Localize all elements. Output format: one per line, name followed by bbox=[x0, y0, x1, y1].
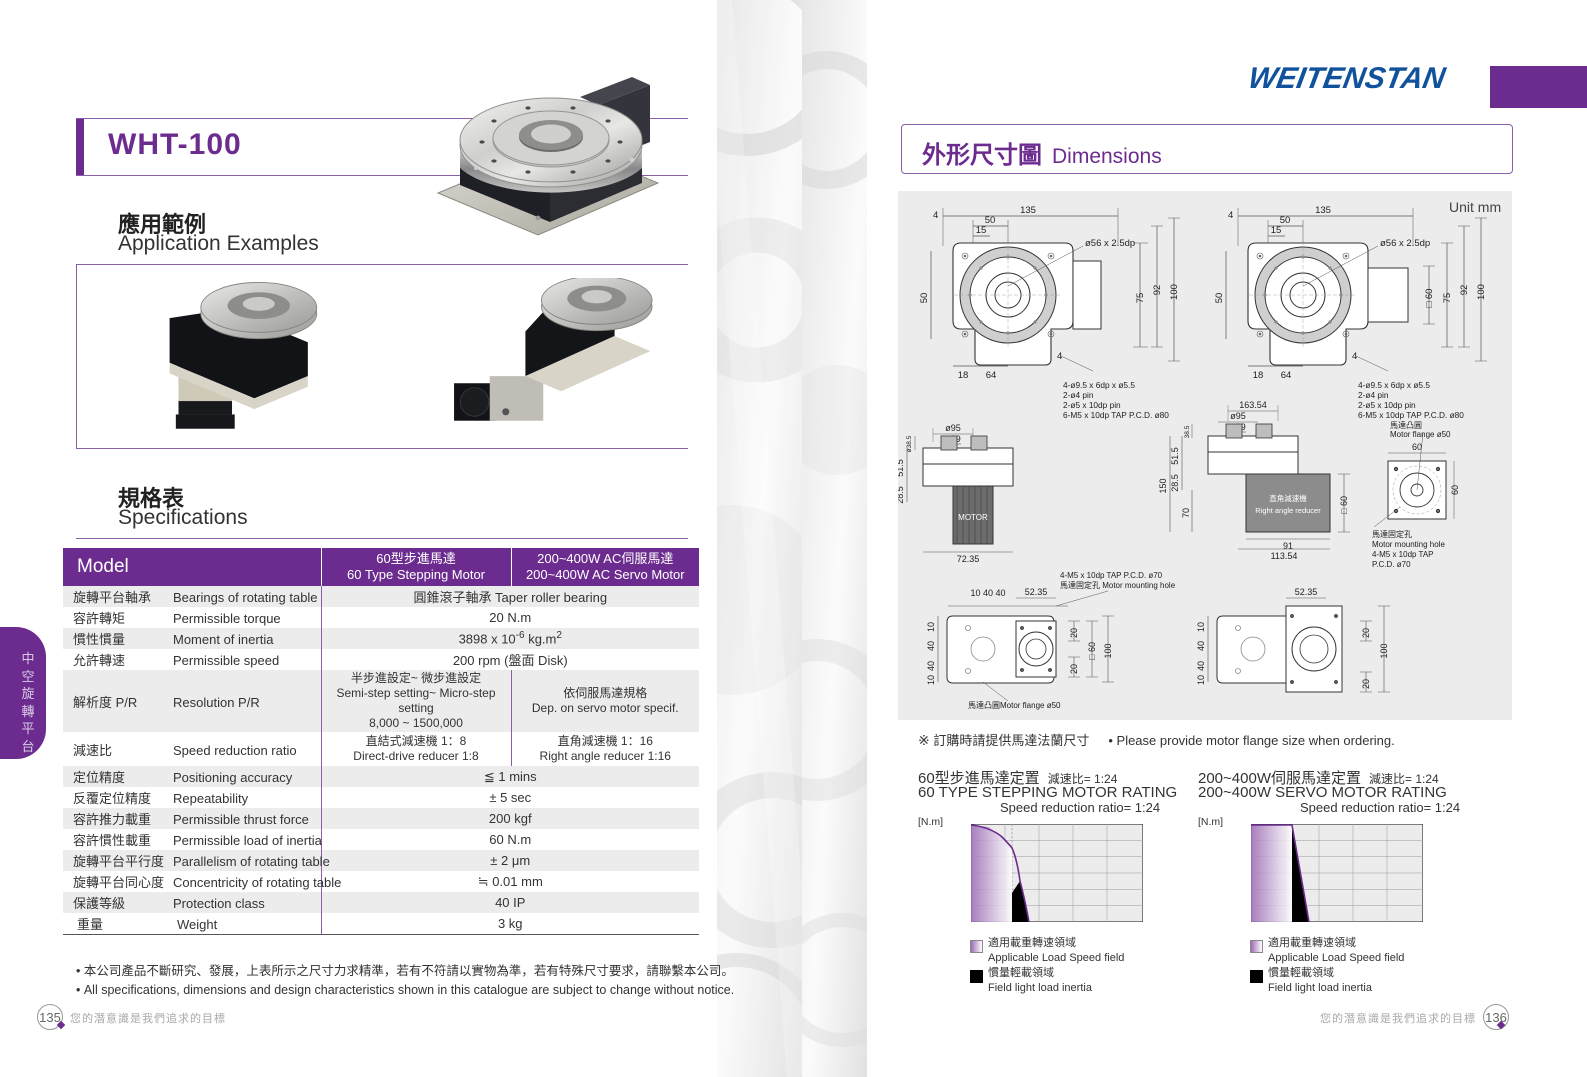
svg-text:ø56 x 2.5dp: ø56 x 2.5dp bbox=[1380, 238, 1430, 249]
svg-text:ø38.5: ø38.5 bbox=[906, 435, 913, 452]
svg-text:10: 10 bbox=[926, 622, 936, 632]
svg-text:92: 92 bbox=[1152, 285, 1163, 296]
svg-text:馬達固定孔 Motor mounting hole: 馬達固定孔 Motor mounting hole bbox=[1060, 580, 1176, 590]
svg-text:Motor mounting hole: Motor mounting hole bbox=[1372, 540, 1445, 549]
svg-text:馬達凸圓Motor flange ø50: 馬達凸圓Motor flange ø50 bbox=[968, 700, 1061, 710]
svg-text:135: 135 bbox=[1020, 205, 1036, 216]
svg-text:150: 150 bbox=[1158, 478, 1168, 493]
svg-text:92: 92 bbox=[1459, 285, 1470, 296]
svg-text:100: 100 bbox=[1476, 284, 1487, 300]
svg-text:20: 20 bbox=[1069, 628, 1079, 638]
svg-text:ø95: ø95 bbox=[945, 423, 961, 433]
svg-text:72.35: 72.35 bbox=[957, 554, 980, 564]
svg-text:Motor flange ø50: Motor flange ø50 bbox=[1390, 430, 1451, 439]
svg-text:75: 75 bbox=[1135, 293, 1146, 304]
svg-text:ø56 x 2.5dp: ø56 x 2.5dp bbox=[1085, 238, 1135, 249]
svg-text:40: 40 bbox=[926, 641, 936, 651]
svg-text:4: 4 bbox=[1352, 351, 1357, 362]
svg-text:20: 20 bbox=[1361, 628, 1371, 638]
svg-text:75: 75 bbox=[1442, 293, 1453, 304]
svg-text:6-M5 x 10dp TAP P.C.D. ø80: 6-M5 x 10dp TAP P.C.D. ø80 bbox=[1358, 410, 1464, 420]
svg-text:70: 70 bbox=[1181, 508, 1191, 518]
svg-text:40: 40 bbox=[1196, 661, 1206, 671]
svg-text:馬達凸圓: 馬達凸圓 bbox=[1390, 420, 1422, 430]
svg-text:20: 20 bbox=[1069, 664, 1079, 674]
svg-text:4: 4 bbox=[933, 210, 938, 221]
svg-text:64: 64 bbox=[986, 370, 997, 381]
svg-text:50: 50 bbox=[1214, 293, 1225, 304]
svg-text:18: 18 bbox=[1253, 370, 1264, 381]
svg-text:51.5: 51.5 bbox=[1170, 447, 1180, 465]
svg-text:4: 4 bbox=[1057, 351, 1062, 362]
svg-text:40: 40 bbox=[1196, 641, 1206, 651]
svg-text:60: 60 bbox=[1412, 442, 1422, 452]
svg-text:60: 60 bbox=[1450, 485, 1460, 495]
svg-text:50: 50 bbox=[1280, 215, 1291, 226]
svg-text:4-ø9.5 x 6dp x ø5.5: 4-ø9.5 x 6dp x ø5.5 bbox=[1358, 380, 1430, 390]
svg-text:2-ø4 pin: 2-ø4 pin bbox=[1358, 390, 1389, 400]
svg-text:135: 135 bbox=[1315, 205, 1331, 216]
svg-text:2-ø5 x 10dp pin: 2-ø5 x 10dp pin bbox=[1358, 400, 1416, 410]
svg-text:6-M5 x 10dp TAP P.C.D. ø80: 6-M5 x 10dp TAP P.C.D. ø80 bbox=[1063, 410, 1169, 420]
svg-text:64: 64 bbox=[1281, 370, 1292, 381]
svg-text:4-M5 x 10dp TAP P.C.D. ø70: 4-M5 x 10dp TAP P.C.D. ø70 bbox=[1060, 571, 1163, 580]
svg-text:ø95: ø95 bbox=[1230, 411, 1246, 421]
svg-text:163.54: 163.54 bbox=[1239, 400, 1267, 410]
svg-text:10: 10 bbox=[1196, 622, 1206, 632]
svg-text:15: 15 bbox=[976, 225, 987, 236]
svg-text:28.5: 28.5 bbox=[1170, 474, 1180, 492]
svg-text:4-ø9.5 x 6dp x ø5.5: 4-ø9.5 x 6dp x ø5.5 bbox=[1063, 380, 1135, 390]
svg-text:100: 100 bbox=[1169, 284, 1180, 300]
svg-text:91: 91 bbox=[1283, 541, 1293, 551]
svg-text:馬達固定孔: 馬達固定孔 bbox=[1372, 529, 1412, 539]
svg-text:40: 40 bbox=[926, 661, 936, 671]
svg-text:100: 100 bbox=[1379, 643, 1389, 658]
svg-text:4-M5 x 10dp TAP: 4-M5 x 10dp TAP bbox=[1372, 550, 1434, 559]
svg-text:10: 10 bbox=[1196, 675, 1206, 685]
svg-text:52.35: 52.35 bbox=[1025, 587, 1048, 597]
svg-text:20: 20 bbox=[1361, 679, 1371, 689]
svg-text:18: 18 bbox=[958, 370, 969, 381]
svg-text:38.5: 38.5 bbox=[1184, 425, 1191, 438]
svg-text:4: 4 bbox=[1228, 210, 1233, 221]
svg-text:52.35: 52.35 bbox=[1295, 587, 1318, 597]
svg-text:113.54: 113.54 bbox=[1271, 551, 1298, 561]
svg-text:50: 50 bbox=[985, 215, 996, 226]
svg-text:51.5: 51.5 bbox=[898, 459, 905, 477]
svg-text:50: 50 bbox=[919, 293, 930, 304]
svg-text:直角減速機: 直角減速機 bbox=[1269, 493, 1307, 503]
svg-text:10: 10 bbox=[926, 675, 936, 685]
svg-text:15: 15 bbox=[1271, 225, 1282, 236]
svg-text:2-ø5 x 10dp pin: 2-ø5 x 10dp pin bbox=[1063, 400, 1121, 410]
svg-text:2-ø4 pin: 2-ø4 pin bbox=[1063, 390, 1094, 400]
svg-text:28.5: 28.5 bbox=[898, 486, 905, 504]
svg-text:100: 100 bbox=[1103, 643, 1113, 658]
svg-text:□ 60: □ 60 bbox=[1087, 642, 1097, 660]
svg-text:10 40 40: 10 40 40 bbox=[970, 588, 1005, 598]
svg-text:□ 60: □ 60 bbox=[1339, 496, 1349, 514]
svg-text:P.C.D. ø70: P.C.D. ø70 bbox=[1372, 560, 1411, 569]
svg-text:Right angle reducer: Right angle reducer bbox=[1255, 506, 1321, 515]
svg-text:MOTOR: MOTOR bbox=[958, 513, 988, 522]
svg-text:□ 60: □ 60 bbox=[1424, 289, 1435, 308]
